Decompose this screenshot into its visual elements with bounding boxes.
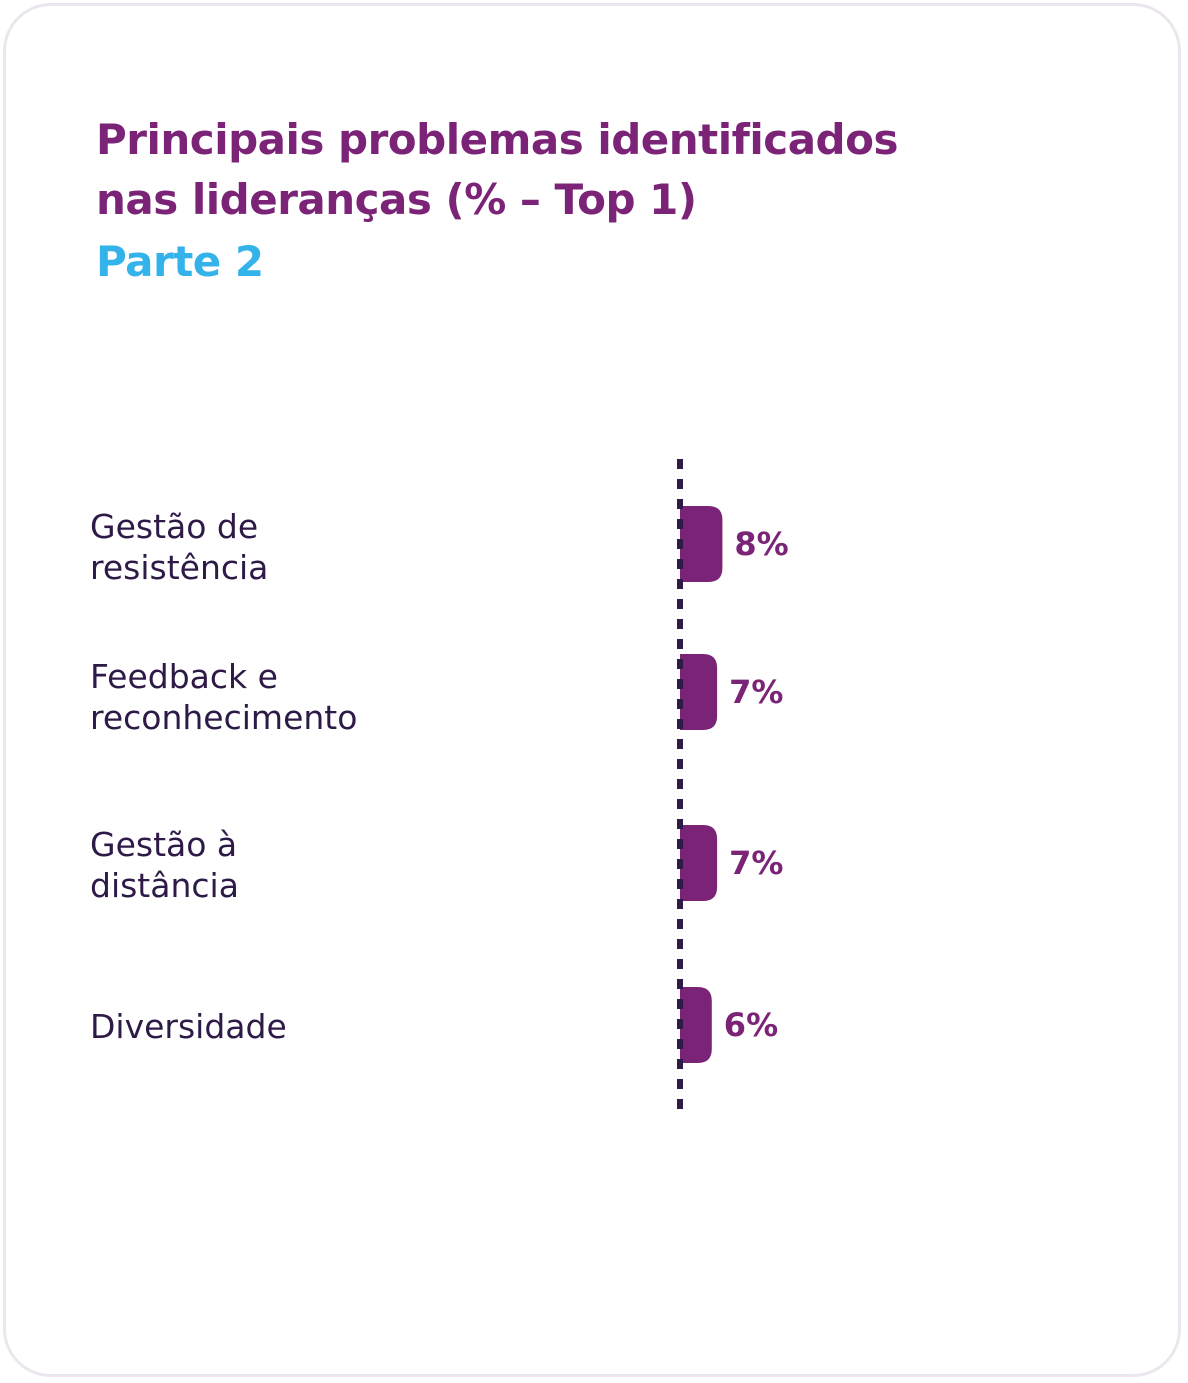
bar-3 <box>680 987 712 1063</box>
category-label-3: Diversidade <box>90 1007 287 1046</box>
chart-subtitle: Parte 2 <box>96 237 264 286</box>
value-label-1: 7% <box>729 673 783 711</box>
chart-title: Principais problemas identificados nas l… <box>96 115 898 224</box>
value-label-3: 6% <box>724 1006 778 1044</box>
category-label-0: Gestão de resistência <box>90 507 269 587</box>
category-label-2: Gestão à distância <box>90 825 239 905</box>
bar-0 <box>680 506 723 582</box>
category-label-1: Feedback e reconhecimento <box>90 657 358 737</box>
bar-2 <box>680 825 718 901</box>
value-label-2: 7% <box>729 844 783 882</box>
chart-card: Principais problemas identificados nas l… <box>3 3 1181 1377</box>
bar-1 <box>680 654 718 730</box>
value-label-0: 8% <box>734 525 788 563</box>
